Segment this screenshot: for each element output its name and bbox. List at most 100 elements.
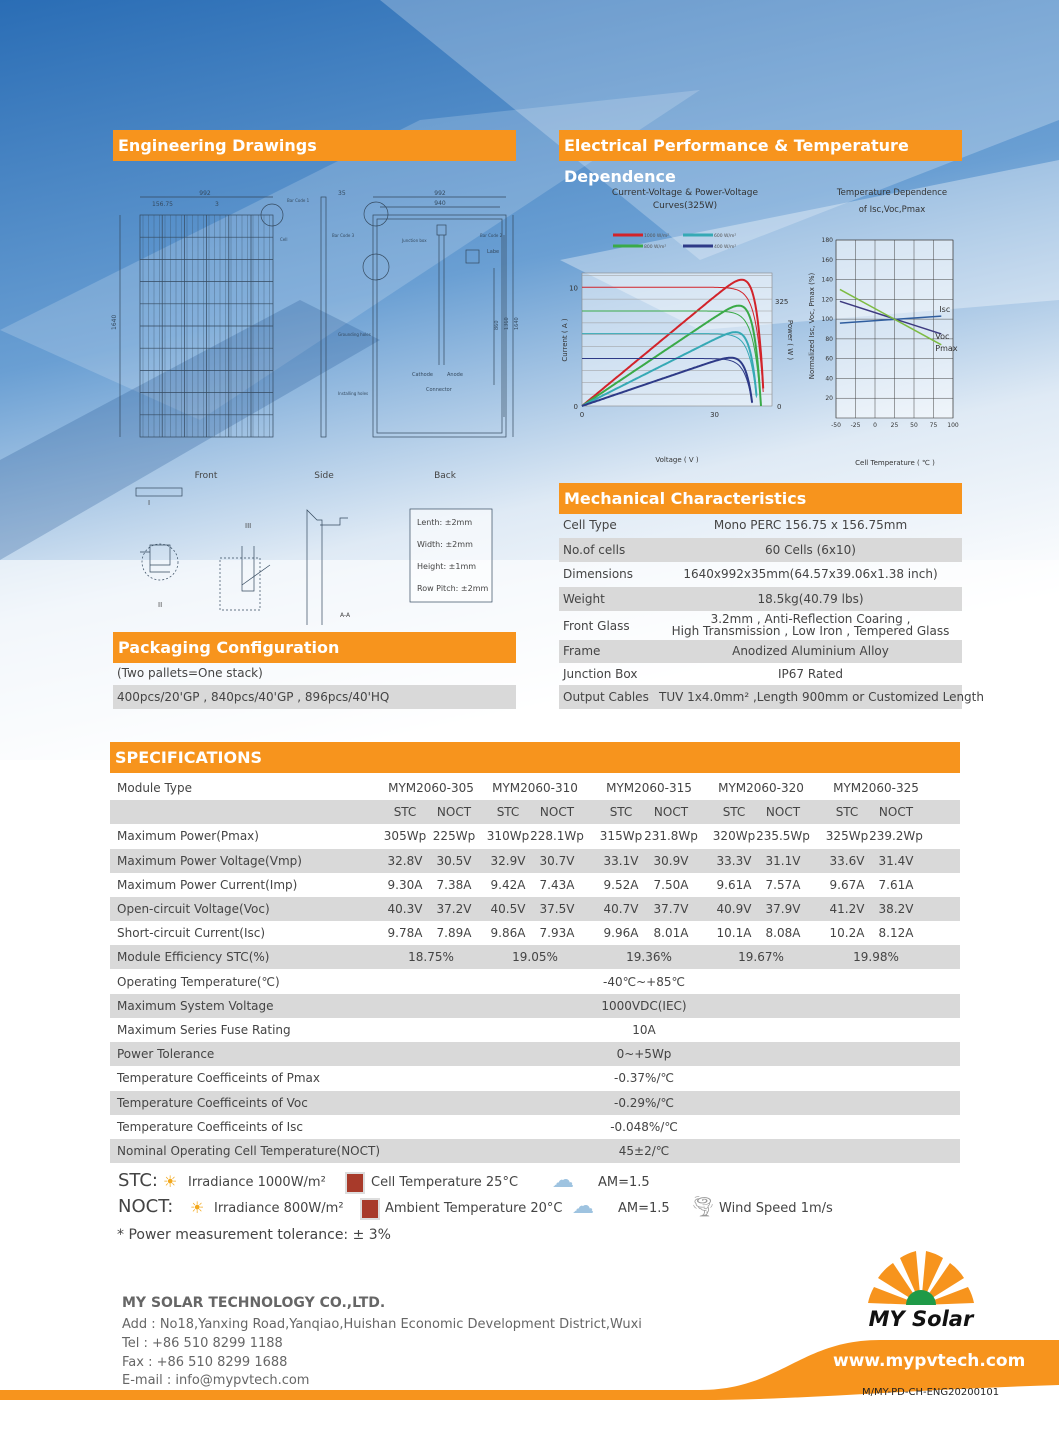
mechanical-row: Output Cables TUV 1x4.0mm² ,Length 900mm … <box>559 685 984 709</box>
spec-value: 325Wp <box>825 829 869 844</box>
series-label: Voc <box>935 332 949 341</box>
y-axis-label: Normalized Isc, Voc, Pmax (%) <box>808 272 816 379</box>
x-tick: 75 <box>930 422 938 429</box>
pv-curve <box>581 278 765 407</box>
company-address: Add : No18,Yanxing Road,Yanqiao,Huishan … <box>122 1317 642 1332</box>
spec-value: 0~+5Wp <box>616 1047 672 1062</box>
mechanical-value: IP67 Rated <box>778 667 843 681</box>
spec-value: 19.36% <box>626 950 672 965</box>
mechanical-value: Anodized Aluminium Alloy <box>732 644 889 658</box>
packaging-quantities: 400pcs/20'GP , 840pcs/40'GP , 896pcs/40'… <box>117 690 390 704</box>
mechanical-characteristics-header: Mechanical Characteristics <box>559 483 962 514</box>
company-tel: Tel : +86 510 8299 1188 <box>122 1336 283 1351</box>
y-tick: 60 <box>825 356 833 363</box>
spec-subheader-row: STC NOCT STC NOCT STC NOCT STC NOCT STC NOCT <box>110 800 960 825</box>
spec-label: Maximum Power Current(Imp) <box>117 877 298 892</box>
noct-label: NOCT: <box>118 1196 174 1217</box>
y-tick: 10 <box>569 284 578 292</box>
spec-value: 7.50A <box>653 877 689 892</box>
spec-row: Maximum System Voltage 1000VDC(IEC) <box>110 993 960 1018</box>
condition-header: STC <box>496 805 520 820</box>
packaging-row: 400pcs/20'GP , 840pcs/40'GP , 896pcs/40'… <box>113 685 516 709</box>
mechanical-row: Front Glass 3.2mm , Anti-Reflection Coari… <box>559 612 962 640</box>
iv-curve <box>582 286 764 393</box>
callout-barcode1: Bar Code 1 <box>287 198 310 203</box>
spec-value: 10A <box>632 1023 656 1037</box>
cloud-icon: ☁ <box>572 1194 594 1219</box>
spec-value: 37.5V <box>539 902 575 916</box>
spec-row: Power Tolerance 0~+5Wp <box>110 1042 960 1067</box>
specifications-header: SPECIFICATIONS <box>110 742 960 773</box>
x-tick: 25 <box>891 422 899 429</box>
spec-label: Temperature Coefficeints of Pmax <box>117 1071 320 1086</box>
dim-depth: 35 <box>338 190 346 197</box>
back-view <box>362 196 514 438</box>
x-tick: 0 <box>873 422 877 429</box>
website-link[interactable]: www.mypvtech.com <box>833 1351 1026 1371</box>
iv-chart: 0 30 0 10 0 325 Voltage ( V ) Current ( A ) Powe… <box>561 188 794 464</box>
detail-label-iii: III <box>245 522 251 530</box>
spec-value: 40.7V <box>603 902 639 916</box>
dim-h3: 860 <box>494 320 500 330</box>
mechanical-value: 3.2mm , Anti-Reflection Coaring , <box>710 612 911 626</box>
mechanical-row: Dimensions 1640x992x35mm(64.57x39.06x1.38… <box>559 562 962 586</box>
front-view <box>119 196 284 438</box>
x-tick: -25 <box>851 422 861 429</box>
company-fax: Fax : +86 510 8299 1688 <box>122 1355 288 1370</box>
x-tick: 50 <box>910 422 918 429</box>
mechanical-label: Dimensions <box>563 567 634 581</box>
mechanical-value: High Transmission , Low Iron , Tempered … <box>671 624 950 638</box>
spec-label: Temperature Coefficeints of Isc <box>117 1119 303 1134</box>
x-tick: 100 <box>947 422 959 429</box>
spec-row: Maximum Power(Pmax) 305Wp 225Wp 310Wp 228.1W… <box>110 824 960 848</box>
packaging-note: (Two pallets=One stack) <box>117 666 263 680</box>
y2-axis-label: Power ( W ) <box>786 320 794 360</box>
spec-value: 8.01A <box>653 926 689 941</box>
spec-value: 41.2V <box>829 902 865 916</box>
spec-value: 7.89A <box>436 926 472 941</box>
stc-label: STC: <box>118 1170 158 1191</box>
spec-value: 7.93A <box>539 926 575 941</box>
callout-cell: Cell <box>280 237 287 242</box>
callout-connector: Connector <box>426 387 453 393</box>
spec-label: Open-circuit Voltage(Voc) <box>117 902 270 916</box>
spec-value: -0.048%/℃ <box>610 1119 678 1134</box>
spec-label: Maximum System Voltage <box>117 998 274 1013</box>
legend-label: 600 W/m² <box>714 233 736 239</box>
detail-label-ii: II <box>158 601 162 609</box>
spec-value: 1000VDC(IEC) <box>601 998 687 1013</box>
spec-label: Short-circuit Current(Isc) <box>117 926 266 941</box>
condition-header: NOCT <box>539 805 575 820</box>
spec-label: Operating Temperature(℃) <box>117 974 280 989</box>
spec-value: 9.61A <box>716 877 752 892</box>
spec-row: Short-circuit Current(Isc) 9.78A 7.89A 9.86… <box>110 921 960 945</box>
company-name: MY SOLAR TECHNOLOGY CO.,LTD. <box>122 1295 386 1311</box>
wind-icon: 🌪 <box>690 1194 716 1218</box>
y-tick: 80 <box>825 336 833 343</box>
thermometer-icon <box>360 1198 380 1220</box>
callout-installing: Installing holes <box>338 391 368 396</box>
x-tick: -50 <box>831 422 841 429</box>
mechanical-value: TUV 1x4.0mm² ,Length 900mm or Customized… <box>659 690 984 704</box>
noct-ambient-temperature: Ambient Temperature 20°C <box>385 1201 563 1216</box>
x-axis-label: Cell Temperature ( ℃ ) <box>855 459 935 467</box>
y-tick: 120 <box>822 296 834 303</box>
pv-curve <box>581 331 758 407</box>
packaging-row: (Two pallets=One stack) <box>113 661 516 685</box>
spec-value: -40℃~+85℃ <box>603 974 685 989</box>
stc-cell-temperature: Cell Temperature 25°C <box>371 1175 519 1190</box>
condition-header: NOCT <box>878 805 914 820</box>
noct-wind-speed: Wind Speed 1m/s <box>719 1201 833 1216</box>
spec-value: -0.29%/℃ <box>614 1095 674 1110</box>
spec-label: Temperature Coefficeints of Voc <box>117 1095 308 1110</box>
spec-value: 32.9V <box>490 853 526 868</box>
legend-label: 400 W/m² <box>714 244 736 250</box>
y-tick: 100 <box>822 316 834 323</box>
power-tolerance-note: * Power measurement tolerance: ± 3% <box>117 1227 391 1243</box>
dim-height: 1640 <box>111 315 118 330</box>
dim-width: 992 <box>199 190 211 197</box>
mechanical-label: Weight <box>563 592 605 606</box>
spec-value: 239.2Wp <box>869 829 923 844</box>
spec-value: 40.9V <box>716 902 752 916</box>
spec-row: Open-circuit Voltage(Voc) 40.3V 37.2V 40.5V… <box>110 897 960 921</box>
